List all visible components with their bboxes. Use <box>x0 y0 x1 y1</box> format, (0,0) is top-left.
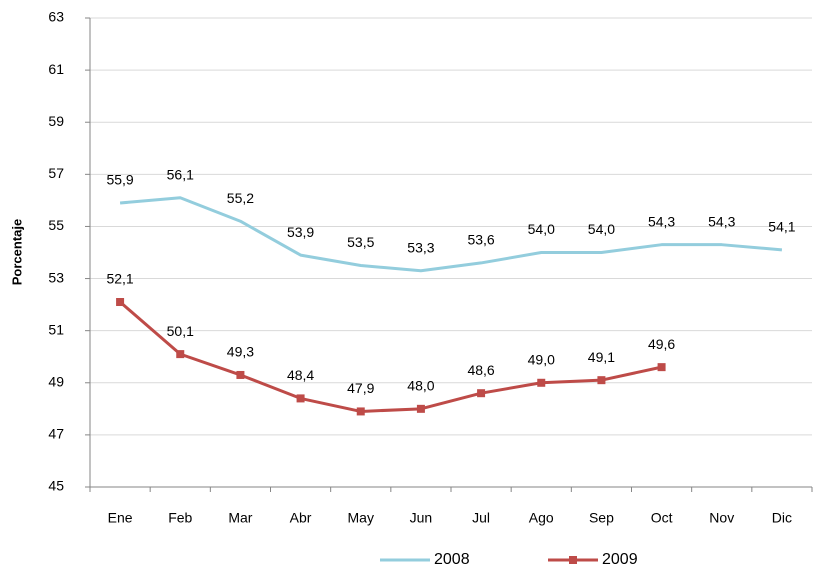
data-label: 49,6 <box>648 336 675 352</box>
marker <box>597 376 606 385</box>
x-tick-label: Jun <box>410 510 433 526</box>
data-label: 49,3 <box>227 344 254 360</box>
marker <box>477 389 486 398</box>
y-tick-label: 55 <box>48 217 64 233</box>
y-tick-label: 63 <box>48 9 64 25</box>
x-tick-label: Mar <box>228 510 252 526</box>
legend-label: 2009 <box>602 551 638 568</box>
data-label: 54,0 <box>588 221 615 237</box>
y-tick-label: 61 <box>48 61 64 77</box>
x-tick-label: Oct <box>651 510 673 526</box>
data-label: 55,9 <box>106 172 133 188</box>
x-tick-label: Sep <box>589 510 614 526</box>
x-tick-label: Feb <box>168 510 192 526</box>
y-tick-label: 45 <box>48 478 64 494</box>
series-line <box>119 196 783 273</box>
data-label: 47,9 <box>347 380 374 396</box>
data-label: 48,6 <box>467 362 494 378</box>
marker <box>356 407 365 416</box>
x-tick-label: Ene <box>108 510 133 526</box>
data-label: 54,3 <box>648 213 675 229</box>
marker <box>296 394 305 403</box>
y-tick-label: 53 <box>48 269 64 285</box>
y-tick-label: 59 <box>48 113 64 129</box>
data-label: 54,1 <box>768 219 795 235</box>
data-label: 53,5 <box>347 234 374 250</box>
data-label: 55,2 <box>227 190 254 206</box>
data-label: 52,1 <box>106 271 133 287</box>
y-axis-title: Porcentaje <box>9 219 24 285</box>
marker <box>176 350 185 359</box>
data-label: 48,4 <box>287 367 314 383</box>
y-tick-label: 57 <box>48 165 64 181</box>
legend-label: 2008 <box>434 551 470 568</box>
data-label: 56,1 <box>167 166 194 182</box>
x-tick-label: May <box>348 510 374 526</box>
y-tick-label: 51 <box>48 321 64 337</box>
data-label: 49,0 <box>528 351 555 367</box>
data-label: 53,9 <box>287 224 314 240</box>
data-label: 53,6 <box>467 232 494 248</box>
x-tick-label: Jul <box>472 510 490 526</box>
marker <box>416 404 425 413</box>
x-tick-label: Nov <box>709 510 734 526</box>
x-tick-label: Dic <box>772 510 792 526</box>
y-tick-label: 49 <box>48 373 64 389</box>
x-tick-label: Abr <box>290 510 312 526</box>
data-label: 53,3 <box>407 239 434 255</box>
data-label: 54,0 <box>528 221 555 237</box>
marker <box>116 298 125 307</box>
data-label: 48,0 <box>407 378 434 394</box>
y-tick-label: 47 <box>48 426 64 442</box>
legend-marker <box>569 556 577 564</box>
data-label: 50,1 <box>167 323 194 339</box>
x-tick-label: Ago <box>529 510 554 526</box>
data-label: 49,1 <box>588 349 615 365</box>
series-line <box>119 300 662 413</box>
marker <box>537 378 546 387</box>
marker <box>236 370 245 379</box>
marker <box>657 363 666 372</box>
data-label: 54,3 <box>708 213 735 229</box>
